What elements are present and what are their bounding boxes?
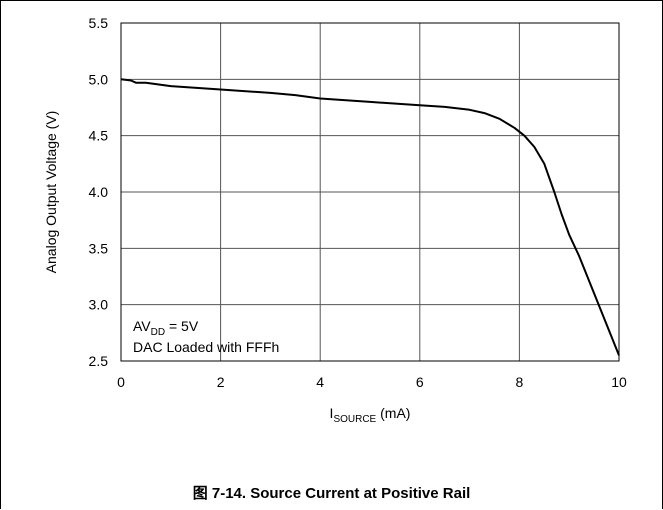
annotation-avdd-rest: = 5V — [165, 318, 199, 334]
figure-caption: 图 7-14. Source Current at Positive Rail — [192, 485, 471, 502]
x-tick-label: 0 — [117, 374, 125, 390]
x-tick-label: 8 — [516, 374, 524, 390]
x-axis-label-main: I — [330, 405, 334, 421]
x-tick-label: 6 — [416, 374, 424, 390]
plot-border — [120, 22, 620, 362]
x-tick-label: 10 — [611, 374, 627, 390]
annotation-avdd-main: AV — [133, 318, 151, 334]
y-tick-label: 5.0 — [89, 71, 109, 87]
y-axis-label: Analog Output Voltage (V) — [43, 111, 59, 274]
y-tick-label: 3.5 — [89, 240, 109, 256]
x-axis-label-sub: SOURCE — [333, 414, 376, 425]
y-tick-labels: 2.5 3.0 3.5 4.0 4.5 5.0 5.5 — [89, 15, 109, 369]
annotation-line-2: DAC Loaded with FFFh — [133, 339, 279, 355]
series — [120, 78, 620, 356]
y-tick-label: 4.5 — [89, 128, 109, 144]
annotation-avdd-sub: DD — [151, 327, 165, 338]
x-tick-labels: 0 2 4 6 8 10 — [117, 374, 627, 390]
chart: 0 2 4 6 8 10 2.5 3.0 3.5 4.0 4.5 5.0 5.5 Analog Out… — [43, 15, 627, 425]
series-line — [120, 78, 620, 356]
y-tick-label: 3.0 — [89, 297, 109, 313]
x-axis-label: ISOURCE (mA) — [330, 405, 411, 425]
grid — [120, 22, 620, 362]
y-tick-label: 4.0 — [89, 184, 109, 200]
x-tick-label: 2 — [217, 374, 225, 390]
x-tick-label: 4 — [316, 374, 324, 390]
x-axis-label-unit: (mA) — [376, 405, 410, 421]
y-tick-label: 2.5 — [89, 353, 109, 369]
y-tick-label: 5.5 — [89, 15, 109, 31]
annotation-line-1: AVDD = 5V — [133, 318, 199, 338]
